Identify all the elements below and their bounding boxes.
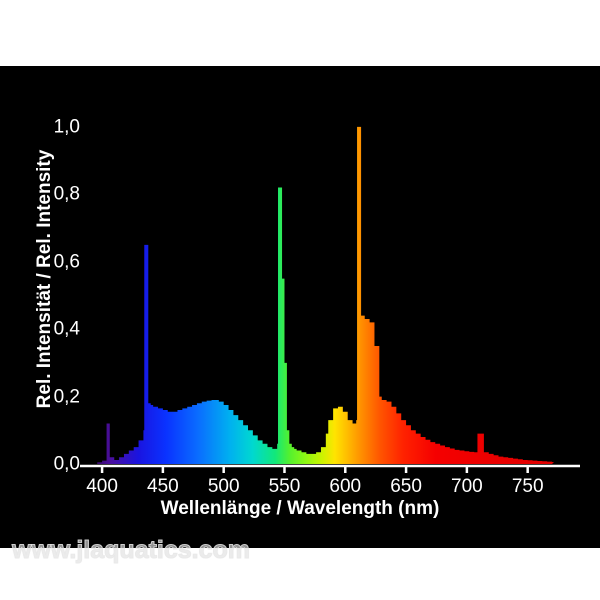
x-tick-label: 450 — [147, 476, 179, 497]
y-tick-label: 0,4 — [53, 318, 80, 340]
x-tick-marks — [100, 466, 529, 473]
chart-panel-background — [0, 66, 600, 548]
y-tick-label: 0,0 — [53, 453, 80, 475]
y-tick-label: 0,8 — [53, 183, 80, 205]
y-axis-title: Rel. Intensität / Rel. Intensity — [34, 149, 55, 409]
y-tick-label: 0,6 — [53, 251, 80, 273]
spectrum-fill-group — [97, 126, 554, 465]
axis-lines — [80, 464, 580, 468]
x-tick-label: 400 — [86, 476, 118, 497]
x-tick-label: 500 — [207, 476, 240, 497]
spectrum-area-path — [97, 126, 554, 465]
y-tick-label: 0,2 — [53, 386, 80, 408]
x-axis-title: Wellenlänge / Wavelength (nm) — [160, 498, 440, 519]
x-tick-label: 550 — [268, 476, 301, 497]
y-tick-label: 1,0 — [53, 116, 80, 138]
x-tick-label: 650 — [390, 476, 422, 497]
x-tick-label: 700 — [451, 476, 483, 497]
site-watermark: www.jlaquatics.com — [11, 536, 251, 565]
x-tick-label: 600 — [329, 476, 362, 497]
x-tick-label: 750 — [511, 476, 544, 497]
